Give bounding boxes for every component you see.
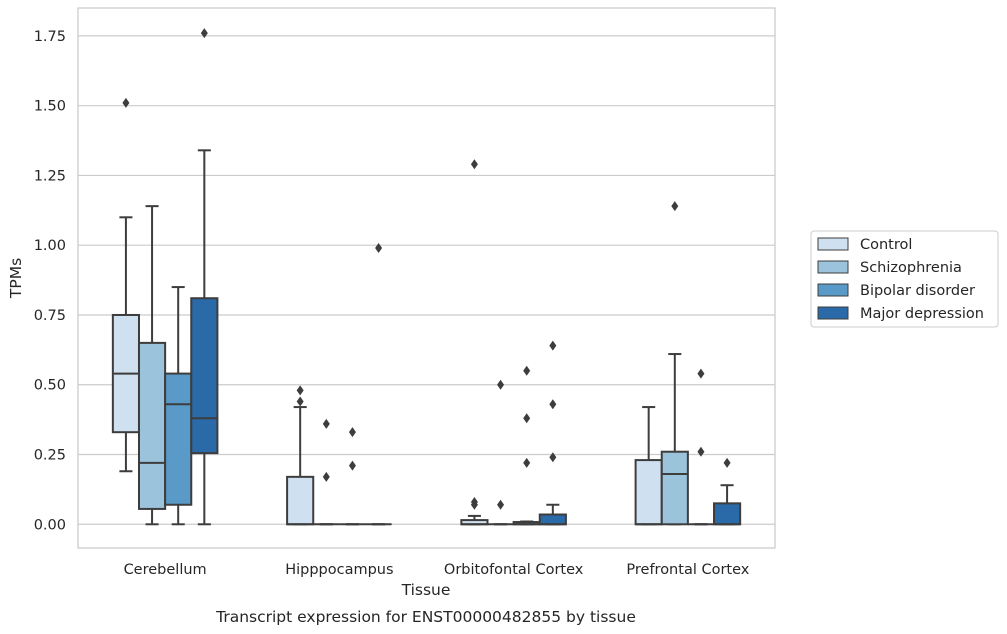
box-3-3: [713, 457, 742, 526]
x-tick-label: Orbitofontal Cortex: [444, 562, 584, 578]
y-tick-label: 0.50: [34, 378, 66, 394]
box-iqr: [713, 502, 742, 526]
outlier-point: [523, 413, 531, 424]
y-tick-label: 0.25: [34, 448, 66, 464]
box-iqr: [634, 459, 663, 526]
box-iqr: [164, 372, 193, 506]
outlier-point: [523, 365, 531, 376]
x-tick-label: Hipppocampus: [285, 562, 393, 578]
box-iqr: [538, 513, 567, 526]
outlier-point: [296, 396, 304, 407]
legend-frame: [810, 230, 999, 328]
chart-caption: Transcript expression for ENST0000048285…: [215, 608, 636, 626]
box-2-1: [487, 379, 514, 526]
legend-swatch: [817, 283, 849, 297]
y-tick-label: 0.75: [34, 308, 66, 324]
legend-label: Bipolar disorder: [860, 283, 975, 299]
outlier-point: [322, 418, 330, 429]
outlier-point: [470, 496, 478, 507]
x-tick-label: Cerebellum: [124, 562, 207, 578]
box-2-3: [538, 340, 567, 526]
y-tick-label: 1.75: [34, 29, 66, 45]
box-3-0: [634, 406, 663, 526]
box-2-0: [460, 159, 489, 526]
outlier-point: [348, 460, 356, 471]
box-0-3: [190, 28, 219, 526]
box-0-2: [164, 286, 193, 526]
outlier-point: [322, 471, 330, 482]
outlier-point: [200, 28, 208, 39]
box-2-2: [512, 365, 541, 526]
legend-label: Major depression: [860, 306, 984, 322]
outlier-point: [296, 385, 304, 396]
outlier-point: [375, 243, 383, 253]
outlier-point: [497, 499, 505, 510]
outlier-point: [723, 457, 731, 468]
outlier-point: [549, 452, 557, 463]
box-plots: [111, 28, 742, 526]
outlier-point: [697, 446, 705, 457]
box-iqr: [137, 341, 167, 510]
y-tick-label: 0.00: [34, 517, 66, 533]
legend-swatch: [817, 237, 849, 251]
box-iqr: [286, 475, 315, 526]
outlier-point: [697, 368, 705, 379]
box-1-3: [365, 243, 392, 526]
outlier-point: [671, 201, 679, 212]
y-tick-label: 1.25: [34, 168, 66, 184]
y-axis-label: TPMs: [7, 258, 25, 299]
box-0-1: [137, 205, 167, 526]
outlier-point: [122, 97, 130, 108]
box-1-2: [339, 427, 366, 526]
box-iqr: [190, 297, 219, 455]
box-1-0: [286, 385, 315, 526]
legend-label: Schizophrenia: [860, 260, 962, 276]
y-tick-label: 1.00: [34, 238, 66, 254]
box-iqr: [660, 450, 689, 526]
outlier-point: [470, 159, 478, 170]
outlier-point: [549, 399, 557, 410]
box-0-0: [111, 97, 140, 473]
legend-swatch: [817, 306, 849, 320]
legend: Control Schizophrenia Bipolar disorder Majo…: [810, 230, 999, 328]
box-1-1: [313, 418, 340, 526]
outlier-point: [497, 379, 505, 390]
outlier-point: [549, 340, 557, 351]
box-3-1: [660, 201, 689, 526]
y-tick-label: 1.50: [34, 99, 66, 115]
legend-swatch: [817, 260, 849, 274]
outlier-point: [348, 427, 356, 438]
x-axis-ticks: Cerebellum Hipppocampus Orbitofontal Corte…: [124, 562, 750, 578]
x-tick-label: Prefrontal Cortex: [626, 562, 749, 578]
x-axis-label: Tissue: [401, 581, 451, 599]
legend-label: Control: [860, 237, 912, 253]
outlier-point: [523, 457, 531, 468]
plot-frame: [77, 7, 776, 549]
box-3-2: [687, 368, 715, 526]
y-axis-ticks: 0.00 0.25 0.50 0.75 1.00 1.25 1.50 1.75: [34, 29, 66, 533]
